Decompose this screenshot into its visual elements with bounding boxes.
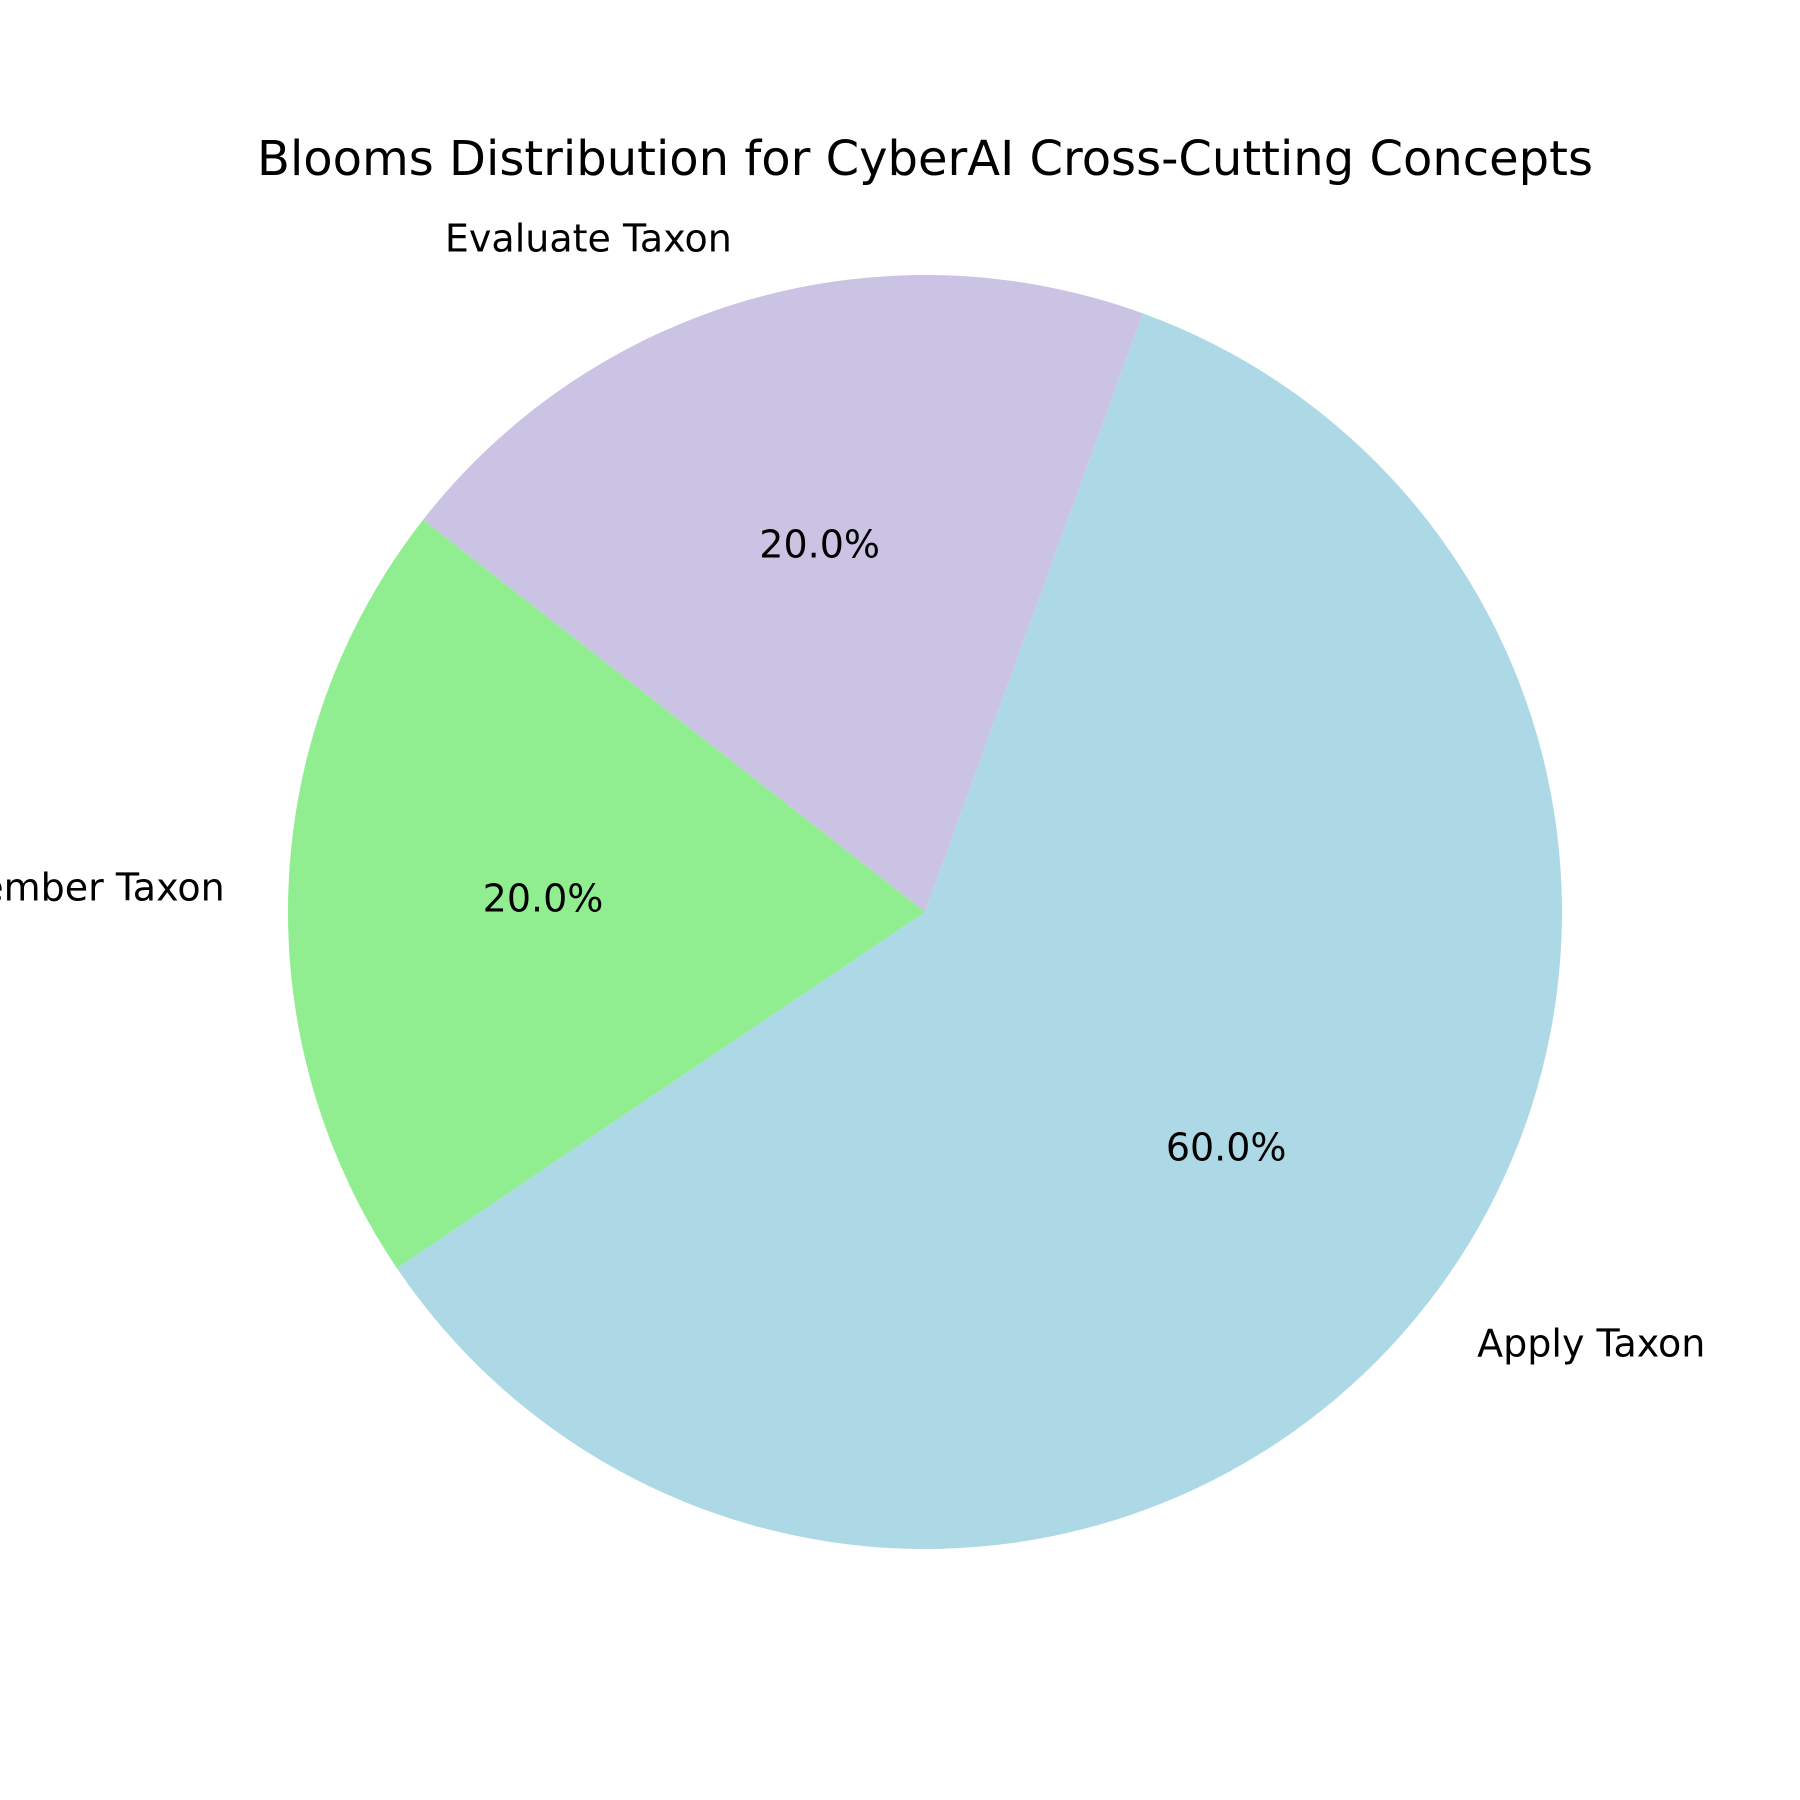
pie-labels: 20.0% Evaluate Taxon 20.0% Remember Taxon 60…: [0, 216, 1705, 1365]
pie-slice-remember-taxon: [288, 519, 925, 1269]
pie-slice-apply-taxon: [396, 313, 1562, 1550]
pie-pct-label-evaluate-taxon: 20.0%: [759, 523, 880, 567]
chart-title: Blooms Distribution for CyberAI Cross-Cu…: [257, 131, 1593, 187]
pie-category-label-evaluate-taxon: Evaluate Taxon: [445, 216, 732, 260]
pie-category-label-apply-taxon: Apply Taxon: [1477, 1321, 1705, 1365]
pie-slices: [288, 275, 1562, 1550]
pie-category-label-remember-taxon: Remember Taxon: [0, 866, 225, 910]
pie-pct-label-remember-taxon: 20.0%: [483, 877, 604, 921]
pie-slice-evaluate-taxon: [423, 275, 1143, 913]
pie-pct-label-apply-taxon: 60.0%: [1166, 1125, 1287, 1169]
